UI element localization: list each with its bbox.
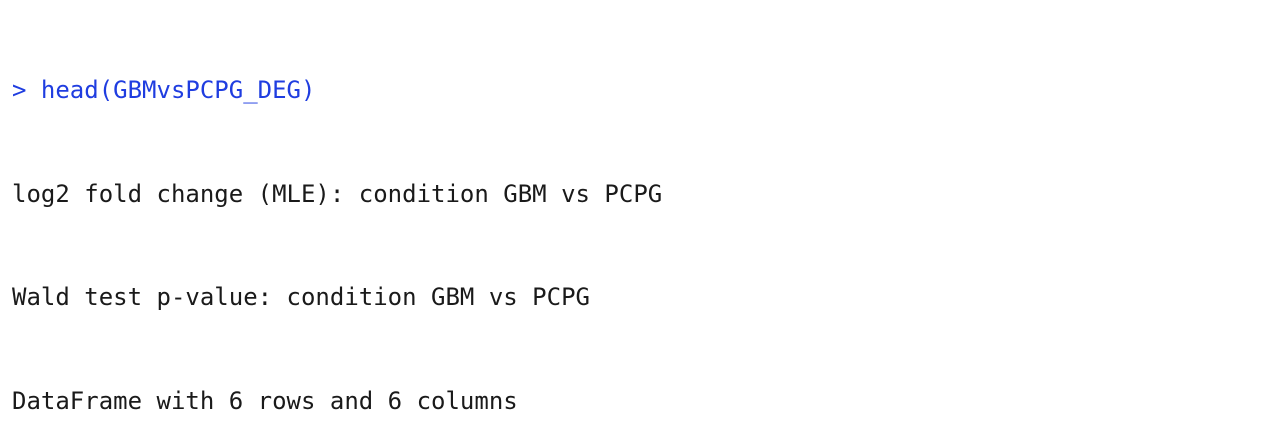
prompt-symbol: >: [12, 76, 27, 104]
info-line-dimensions: DataFrame with 6 rows and 6 columns: [12, 386, 518, 415]
info-line-wald: Wald test p-value: condition GBM vs PCPG: [12, 283, 590, 311]
console-command: head(GBMvsPCPG_DEG): [40, 76, 316, 104]
console-command-line: > head(GBMvsPCPG_DEG): [12, 73, 1266, 108]
info-line-lfc: log2 fold change (MLE): condition GBM vs…: [12, 179, 663, 208]
